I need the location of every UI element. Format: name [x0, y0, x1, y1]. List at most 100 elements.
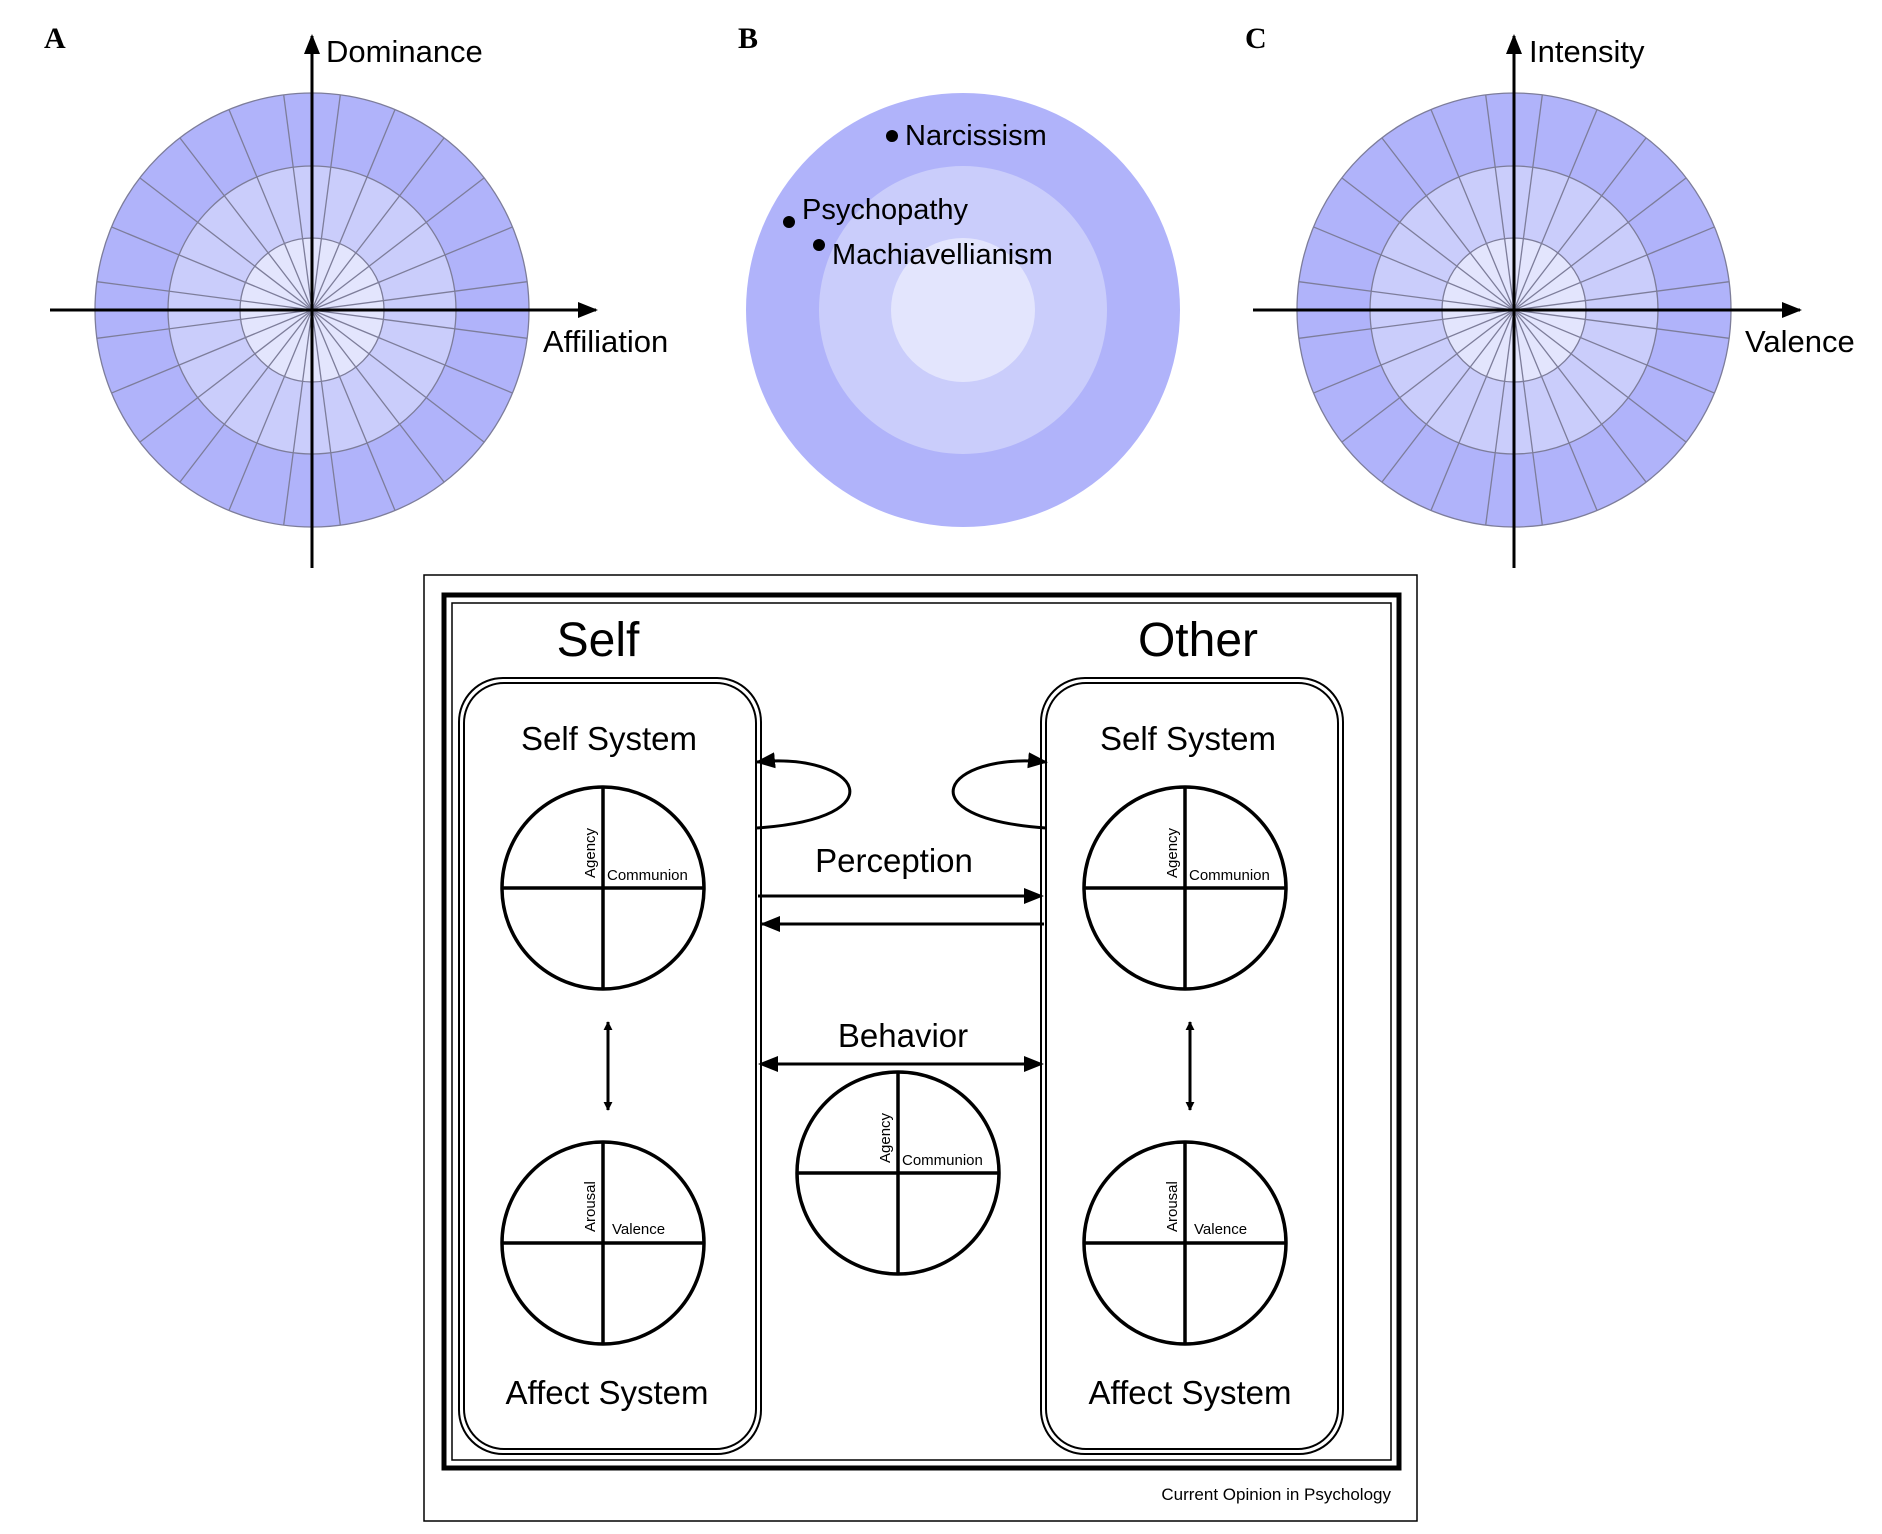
segment-line [1513, 309, 1543, 526]
panel-b: B Narcissism Psychopathy Machiavellianis… [738, 22, 1180, 527]
segment-line [311, 309, 513, 394]
x-axis-label-c: Valence [1745, 324, 1855, 359]
panel-letter-a: A [44, 22, 66, 55]
segment-line [1513, 226, 1715, 311]
segment-line [1381, 309, 1515, 483]
segment-line [311, 137, 445, 311]
agency-communion-circle-other: Agency Communion [1082, 785, 1288, 991]
agency-label: Agency [877, 1112, 894, 1163]
segment-line [1513, 281, 1730, 311]
segment-line [311, 177, 485, 311]
diagram-inner-frame [441, 592, 1402, 1471]
interpersonal-diagram: Self Other Self System Affect System Age… [423, 574, 1418, 1522]
segment-line [1341, 177, 1515, 311]
segment-line [1513, 309, 1598, 511]
y-axis-label-c: Intensity [1529, 34, 1645, 69]
agency-label: Agency [582, 827, 599, 878]
segment-line [1313, 226, 1515, 311]
segment-line [1513, 309, 1687, 443]
segment-line [1313, 309, 1515, 394]
segment-line [311, 309, 445, 483]
other-box: Self System Affect System Agency Communi… [1040, 677, 1344, 1455]
segment-line [1485, 309, 1515, 526]
segment-line [283, 94, 313, 311]
segment-line [1430, 309, 1515, 511]
segment-line [139, 177, 313, 311]
agency-communion-circle-behavior: Agency Communion [795, 1070, 1001, 1276]
self-system-label-other: Self System [1100, 720, 1276, 757]
trait-point-machiavellianism [813, 239, 825, 251]
segment-line [311, 309, 528, 339]
communion-label: Communion [607, 867, 688, 884]
segment-line [96, 309, 313, 339]
arousal-valence-circle-self: Arousal Valence [500, 1140, 706, 1346]
perception-label: Perception [815, 842, 973, 879]
other-box-inner [1045, 682, 1339, 1450]
segment-line [1513, 309, 1715, 394]
trait-label-narcissism: Narcissism [905, 120, 1047, 152]
segment-line [311, 281, 528, 311]
affect-system-label-self: Affect System [506, 1374, 709, 1411]
trait-label-psychopathy: Psychopathy [802, 194, 969, 226]
diagram-inner-frame-line [451, 602, 1392, 1461]
valence-label: Valence [1194, 1221, 1247, 1238]
segment-line [283, 309, 313, 526]
panel-letter-c: C [1245, 22, 1267, 55]
affect-system-label-other: Affect System [1089, 1374, 1292, 1411]
segment-line [1513, 137, 1647, 311]
other-box-outer [1040, 677, 1344, 1455]
communion-label: Communion [902, 1152, 983, 1169]
segment-line [111, 309, 313, 394]
segment-line [311, 226, 513, 311]
segment-line [1513, 309, 1647, 483]
self-box: Self System Affect System Agency Communi… [458, 677, 762, 1455]
arousal-label: Arousal [582, 1181, 599, 1232]
valence-label: Valence [612, 1221, 665, 1238]
arousal-label: Arousal [1164, 1181, 1181, 1232]
segment-line [1430, 109, 1515, 311]
behavior-label: Behavior [838, 1017, 968, 1054]
panel-letter-b: B [738, 22, 758, 55]
arousal-valence-circle-other: Arousal Valence [1082, 1140, 1288, 1346]
self-system-label-self: Self System [521, 720, 697, 757]
segment-line [1513, 177, 1687, 311]
trait-label-machiavellianism: Machiavellianism [832, 239, 1053, 271]
segment-line [1298, 281, 1515, 311]
segment-line [96, 281, 313, 311]
y-axis-label-a: Dominance [326, 34, 483, 69]
self-title: Self [557, 614, 640, 667]
other-feedback-loop [951, 752, 1048, 830]
segment-line [1513, 94, 1543, 311]
segment-line [311, 109, 396, 311]
segment-line [228, 309, 313, 511]
footer-credit: Current Opinion in Psychology [1161, 1485, 1391, 1504]
x-axis-label-a: Affiliation [543, 324, 668, 359]
segment-line [1513, 309, 1730, 339]
trait-point-psychopathy [783, 216, 795, 228]
self-box-inner [463, 682, 757, 1450]
segment-line [1341, 309, 1515, 443]
segment-line [1513, 109, 1598, 311]
trait-point-narcissism [886, 130, 898, 142]
segment-line [311, 309, 341, 526]
segment-line [311, 309, 485, 443]
segment-line [139, 309, 313, 443]
segment-line [311, 94, 341, 311]
agency-label: Agency [1164, 827, 1181, 878]
segment-line [1381, 137, 1515, 311]
segment-line [1298, 309, 1515, 339]
agency-communion-circle-self: Agency Communion [500, 785, 706, 991]
self-box-outer [458, 677, 762, 1455]
segment-line [179, 309, 313, 483]
other-title: Other [1138, 614, 1258, 667]
panel-c: C Intensity Valence [1245, 22, 1855, 568]
ring-inner-b [891, 238, 1035, 382]
segment-line [179, 137, 313, 311]
self-feedback-loop [755, 752, 852, 830]
segment-line [1485, 94, 1515, 311]
panel-a: A Dominance Affiliation [44, 22, 668, 568]
communion-label: Communion [1189, 867, 1270, 884]
diagram-outer-frame [423, 574, 1418, 1522]
segment-line [311, 309, 396, 511]
